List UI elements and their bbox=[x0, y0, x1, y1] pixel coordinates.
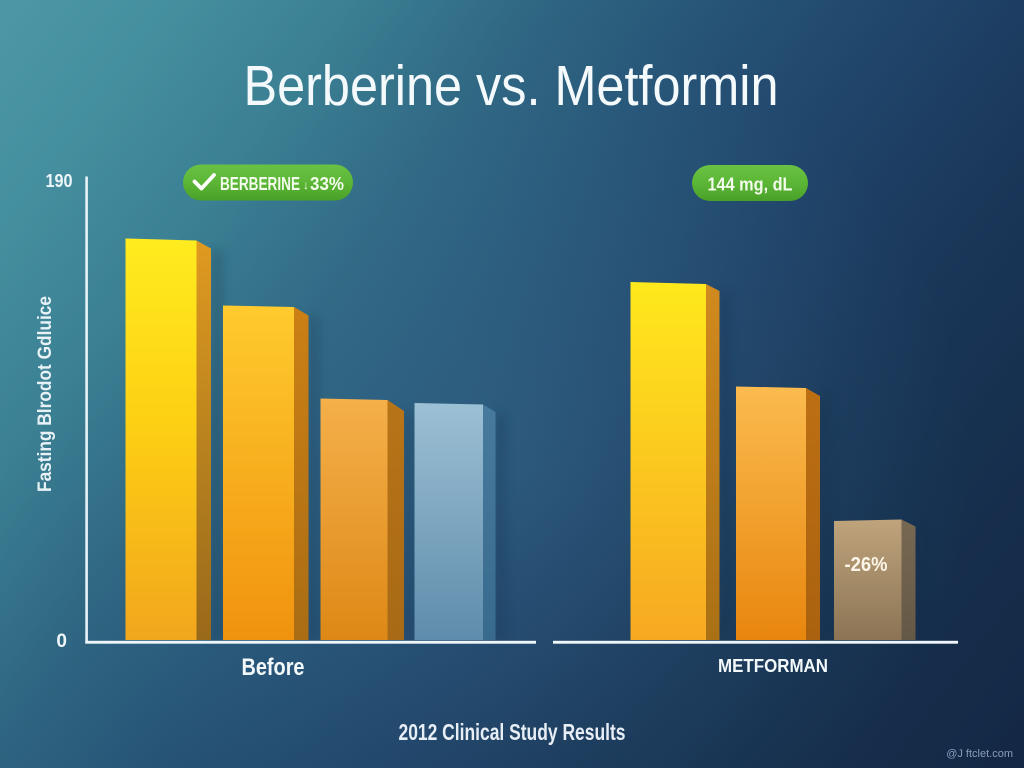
svg-text:@J ftclet.com: @J ftclet.com bbox=[946, 748, 1013, 760]
svg-text:↓: ↓ bbox=[303, 178, 309, 192]
svg-text:-26%: -26% bbox=[845, 554, 888, 576]
svg-text:0: 0 bbox=[56, 631, 67, 652]
svg-text:BERBERINE: BERBERINE bbox=[220, 174, 300, 194]
svg-text:Berberine vs. Metformin: Berberine vs. Metformin bbox=[244, 54, 779, 118]
svg-text:33%: 33% bbox=[310, 174, 344, 194]
svg-text:190: 190 bbox=[46, 171, 73, 191]
svg-text:144 mg, dL: 144 mg, dL bbox=[708, 175, 793, 195]
svg-text:2012 Clinical Study Results: 2012 Clinical Study Results bbox=[399, 719, 626, 745]
svg-text:Fasting Blrodot Gdluice: Fasting Blrodot Gdluice bbox=[35, 296, 56, 492]
svg-text:METFORMAN: METFORMAN bbox=[718, 655, 828, 676]
svg-text:Before: Before bbox=[242, 654, 305, 681]
